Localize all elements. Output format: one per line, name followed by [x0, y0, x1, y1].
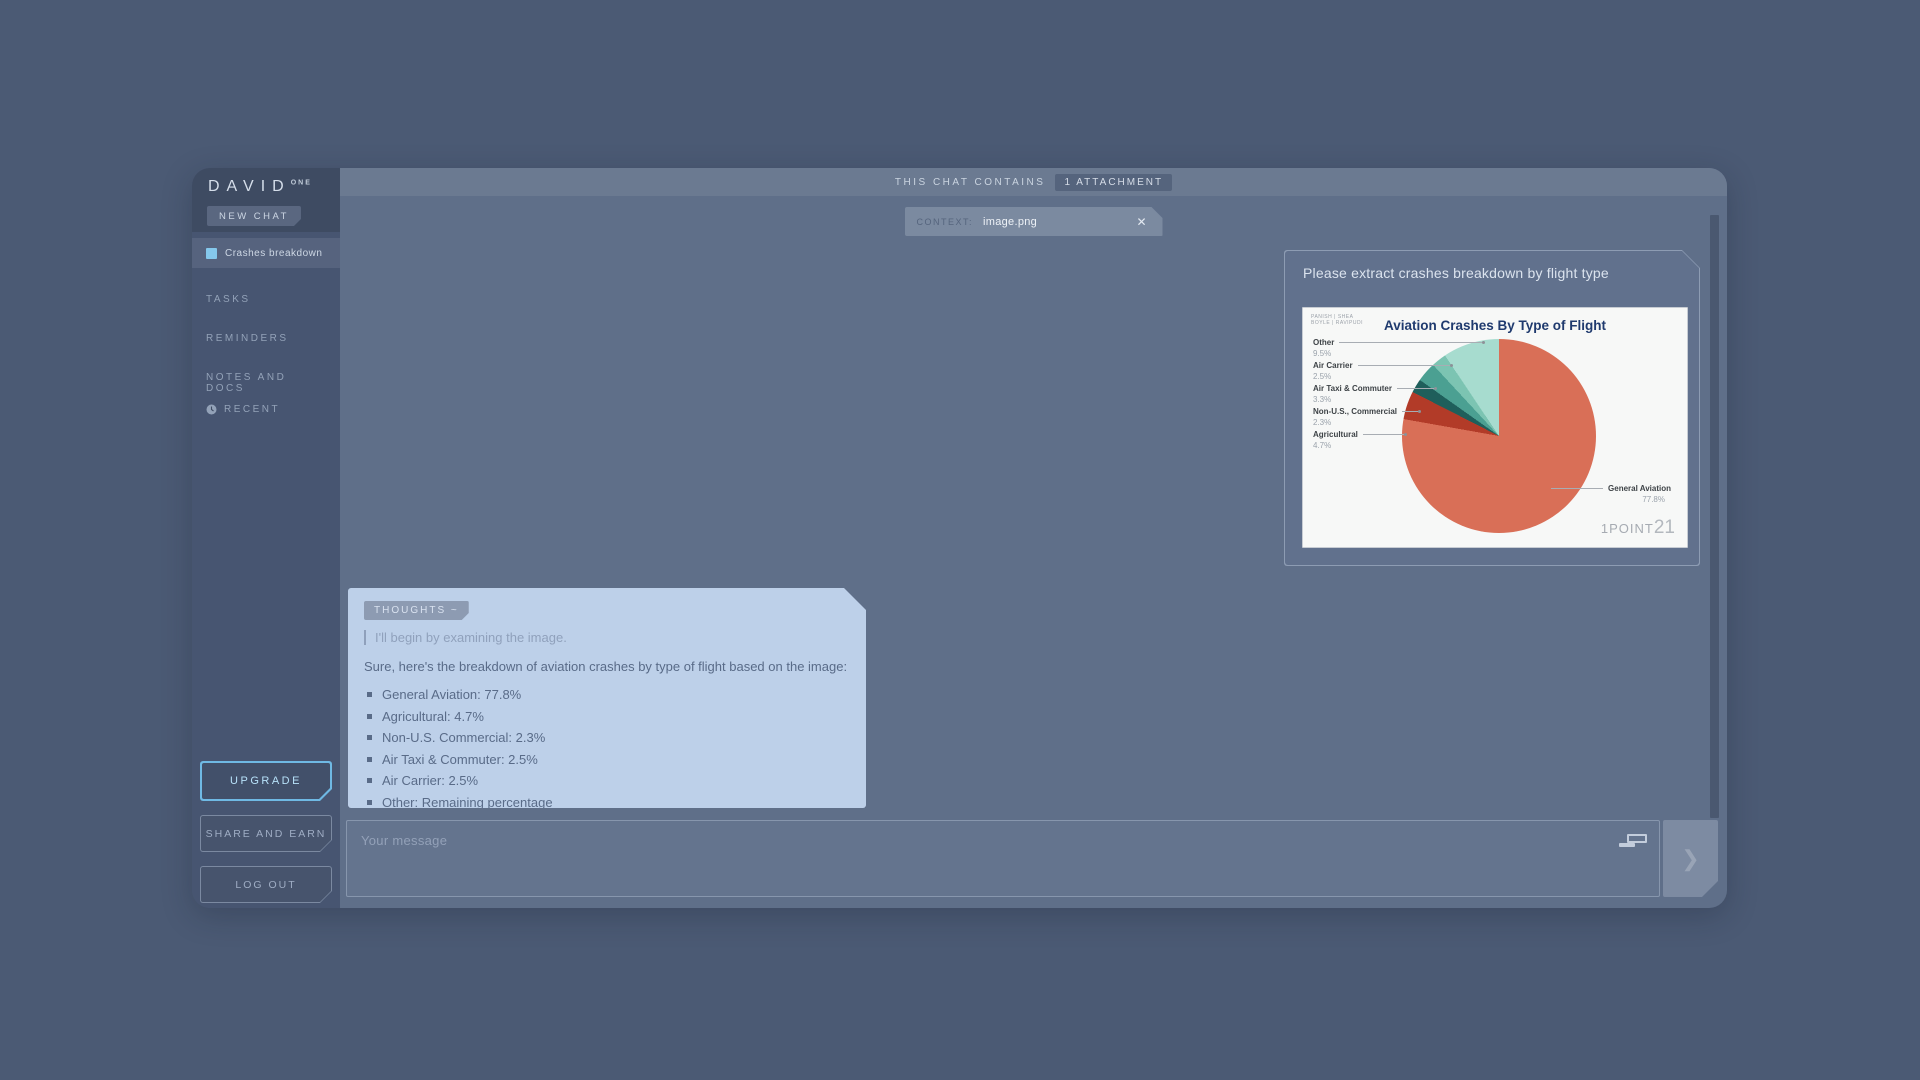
leader-dot	[1450, 364, 1453, 367]
pie-label-name: General Aviation	[1608, 484, 1671, 493]
pie-label-general-aviation: General Aviation 77.8%	[1551, 484, 1671, 504]
active-chat-label: Crashes breakdown ...	[225, 247, 326, 259]
watermark-line1: PANISH | SHEA	[1311, 314, 1354, 320]
chat-main-area: THIS CHAT CONTAINS 1 ATTACHMENT CONTEXT:…	[340, 168, 1727, 908]
sidebar-item-notes-and-docs[interactable]: NOTES AND DOCS	[206, 372, 287, 394]
user-message-panel: Please extract crashes breakdown by flig…	[1284, 250, 1700, 566]
keyboard-icon[interactable]	[1619, 834, 1647, 847]
context-chip-label: CONTEXT:	[916, 216, 974, 227]
upgrade-button-label: UPGRADE	[202, 763, 330, 799]
attachment-count-badge: 1 ATTACHMENT	[1055, 173, 1173, 191]
app-window: DAVIDONE NEW CHAT Crashes breakdown ... …	[192, 168, 1727, 908]
pie-label-percent: 9.5%	[1313, 349, 1332, 358]
leader-dot	[1434, 387, 1437, 390]
logout-button-label: LOG OUT	[201, 867, 331, 902]
keyboard-icon-bar	[1619, 843, 1635, 847]
brand-number: 21	[1653, 517, 1675, 538]
pie-chart	[1402, 339, 1596, 533]
share-button-label: SHARE AND EARN	[201, 816, 331, 851]
pie-label-air-carrier: Air Carrier 2.5%	[1313, 361, 1453, 381]
clock-icon	[206, 404, 217, 415]
chart-watermark: PANISH | SHEA BOYLE | RAVIPUDI	[1311, 314, 1363, 326]
pie-label-percent: 2.3%	[1313, 418, 1332, 427]
sidebar-bottom-buttons: UPGRADE SHARE AND EARN LOG OUT	[200, 747, 332, 903]
assistant-intro-text: Sure, here's the breakdown of aviation c…	[364, 659, 848, 674]
pie-label-non-u-s-commercial: Non-U.S., Commercial 2.3%	[1313, 407, 1421, 427]
chat-scrollbar[interactable]	[1710, 215, 1719, 818]
breakdown-list: General Aviation: 77.8% Agricultural: 4.7…	[364, 686, 850, 812]
pie-left-labels: Other 9.5% Air Carrier 2.5% Air Taxi & Commu…	[1313, 338, 1485, 453]
recent-label: RECENT	[224, 404, 281, 415]
chat-contains-text: THIS CHAT CONTAINS	[894, 176, 1046, 188]
app-logo: DAVIDONE	[208, 178, 312, 196]
thoughts-toggle[interactable]: THOUGHTS ~	[364, 601, 469, 620]
user-message-panel-body: Please extract crashes breakdown by flig…	[1285, 251, 1699, 565]
logout-button[interactable]: LOG OUT	[200, 866, 332, 903]
sidebar-item-reminders[interactable]: REMINDERS	[206, 333, 289, 344]
watermark-line2: BOYLE | RAVIPUDI	[1311, 320, 1363, 326]
leader-line	[1551, 488, 1603, 489]
message-composer	[346, 820, 1660, 897]
leader-dot	[1404, 433, 1407, 436]
leader-line	[1397, 388, 1434, 389]
pie-label-percent: 3.3%	[1313, 395, 1332, 404]
pie-label-air-taxi-commuter: Air Taxi & Commuter 3.3%	[1313, 384, 1437, 404]
leader-line	[1339, 342, 1482, 343]
breakdown-item: Agricultural: 4.7%	[364, 708, 850, 726]
context-chip[interactable]: CONTEXT: image.png ✕	[905, 207, 1163, 236]
sidebar: DAVIDONE NEW CHAT Crashes breakdown ... …	[192, 168, 340, 908]
breakdown-item: Air Taxi & Commuter: 2.5%	[364, 751, 850, 769]
leader-dot	[1418, 410, 1421, 413]
send-chevron-icon: ❯	[1681, 845, 1700, 871]
pie-label-name: Non-U.S., Commercial	[1313, 407, 1398, 416]
pie-label-name: Air Carrier	[1313, 361, 1353, 370]
pie-label-other: Other 9.5%	[1313, 338, 1485, 358]
breakdown-item: General Aviation: 77.8%	[364, 686, 850, 704]
thought-text: I'll begin by examining the image.	[364, 630, 850, 645]
pie-label-agricultural: Agricultural 4.7%	[1313, 430, 1407, 450]
chat-header-bar: THIS CHAT CONTAINS 1 ATTACHMENT	[340, 168, 1727, 196]
context-chip-filename: image.png	[983, 215, 1038, 228]
keyboard-icon-top	[1627, 834, 1647, 843]
chart-title: Aviation Crashes By Type of Flight	[1383, 318, 1607, 333]
pie-label-name: Air Taxi & Commuter	[1313, 384, 1392, 393]
breakdown-item: Air Carrier: 2.5%	[364, 772, 850, 790]
breakdown-item: Other: Remaining percentage	[364, 794, 850, 812]
sidebar-item-active-chat[interactable]: Crashes breakdown ...	[192, 238, 340, 268]
upgrade-button[interactable]: UPGRADE	[200, 761, 332, 801]
pie-label-name: Other	[1313, 338, 1335, 347]
leader-dot	[1482, 341, 1485, 344]
sidebar-item-tasks[interactable]: TASKS	[206, 294, 251, 305]
brand-text: 1POINT	[1600, 521, 1654, 536]
pie-label-percent: 2.5%	[1313, 372, 1332, 381]
sidebar-item-recent[interactable]: RECENT	[206, 404, 280, 415]
breakdown-item: Non-U.S. Commercial: 2.3%	[364, 729, 850, 747]
pie-label-name: Agricultural	[1313, 430, 1358, 439]
close-icon[interactable]: ✕	[1136, 214, 1147, 229]
send-button[interactable]: ❯	[1663, 820, 1718, 897]
chat-color-icon	[206, 247, 217, 259]
attached-image[interactable]: PANISH | SHEA BOYLE | RAVIPUDI Aviation …	[1302, 307, 1688, 548]
leader-line	[1358, 365, 1450, 366]
pie-label-percent: 4.7%	[1313, 441, 1332, 450]
leader-line	[1363, 434, 1404, 435]
logo-text: DAVID	[208, 178, 291, 195]
logo-sup: ONE	[290, 179, 312, 187]
leader-line	[1402, 411, 1418, 412]
chart-brand-logo: 1POINT21	[1601, 517, 1675, 539]
assistant-message-bubble: THOUGHTS ~ I'll begin by examining the i…	[348, 588, 866, 808]
share-and-earn-button[interactable]: SHARE AND EARN	[200, 815, 332, 852]
new-chat-button[interactable]: NEW CHAT	[207, 206, 301, 226]
user-message-text: Please extract crashes breakdown by flig…	[1303, 265, 1609, 281]
sidebar-nav: TASKS REMINDERS NOTES AND DOCS	[192, 280, 340, 408]
pie-label-percent: 77.8%	[1642, 495, 1665, 504]
message-input[interactable]	[347, 821, 1659, 896]
